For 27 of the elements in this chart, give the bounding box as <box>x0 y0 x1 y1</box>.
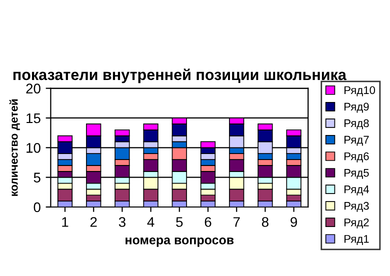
x-tick-label: 8 <box>262 217 268 227</box>
legend-label: Ряд6 <box>344 152 369 162</box>
legend-label: Ряд1 <box>344 235 369 245</box>
legend-label: Ряд5 <box>344 168 369 179</box>
legend-label: Ряд3 <box>344 202 369 212</box>
x-tick-label: 1 <box>62 217 68 227</box>
x-axis-title: номера вопросов <box>126 238 234 247</box>
legend-label: Ряд4 <box>344 186 369 196</box>
x-tick-label: 9 <box>290 217 298 227</box>
legend-label: Ряд8 <box>344 119 369 130</box>
legend-label: Ряд9 <box>344 102 369 113</box>
y-tick-label: 0 <box>34 202 40 212</box>
x-tick-label: 7 <box>233 217 240 227</box>
x-tick-label: 3 <box>118 217 126 227</box>
chart-title: показатели внутренней позиции школьника <box>13 68 347 84</box>
y-tick-label: 10 <box>26 142 40 153</box>
x-tick-label: 5 <box>176 217 183 227</box>
legend-label: Ряд10 <box>344 86 376 96</box>
y-tick-label: 15 <box>26 113 40 124</box>
y-axis-title: количество детей <box>9 99 20 196</box>
y-tick-label: 5 <box>34 172 40 182</box>
legend-label: Ряд2 <box>344 218 369 228</box>
y-tick-label: 20 <box>26 84 40 94</box>
x-tick-label: 6 <box>204 217 212 227</box>
x-tick-label: 2 <box>90 217 97 227</box>
x-tick-label: 4 <box>147 217 154 227</box>
legend-label: Ряд7 <box>344 136 369 146</box>
